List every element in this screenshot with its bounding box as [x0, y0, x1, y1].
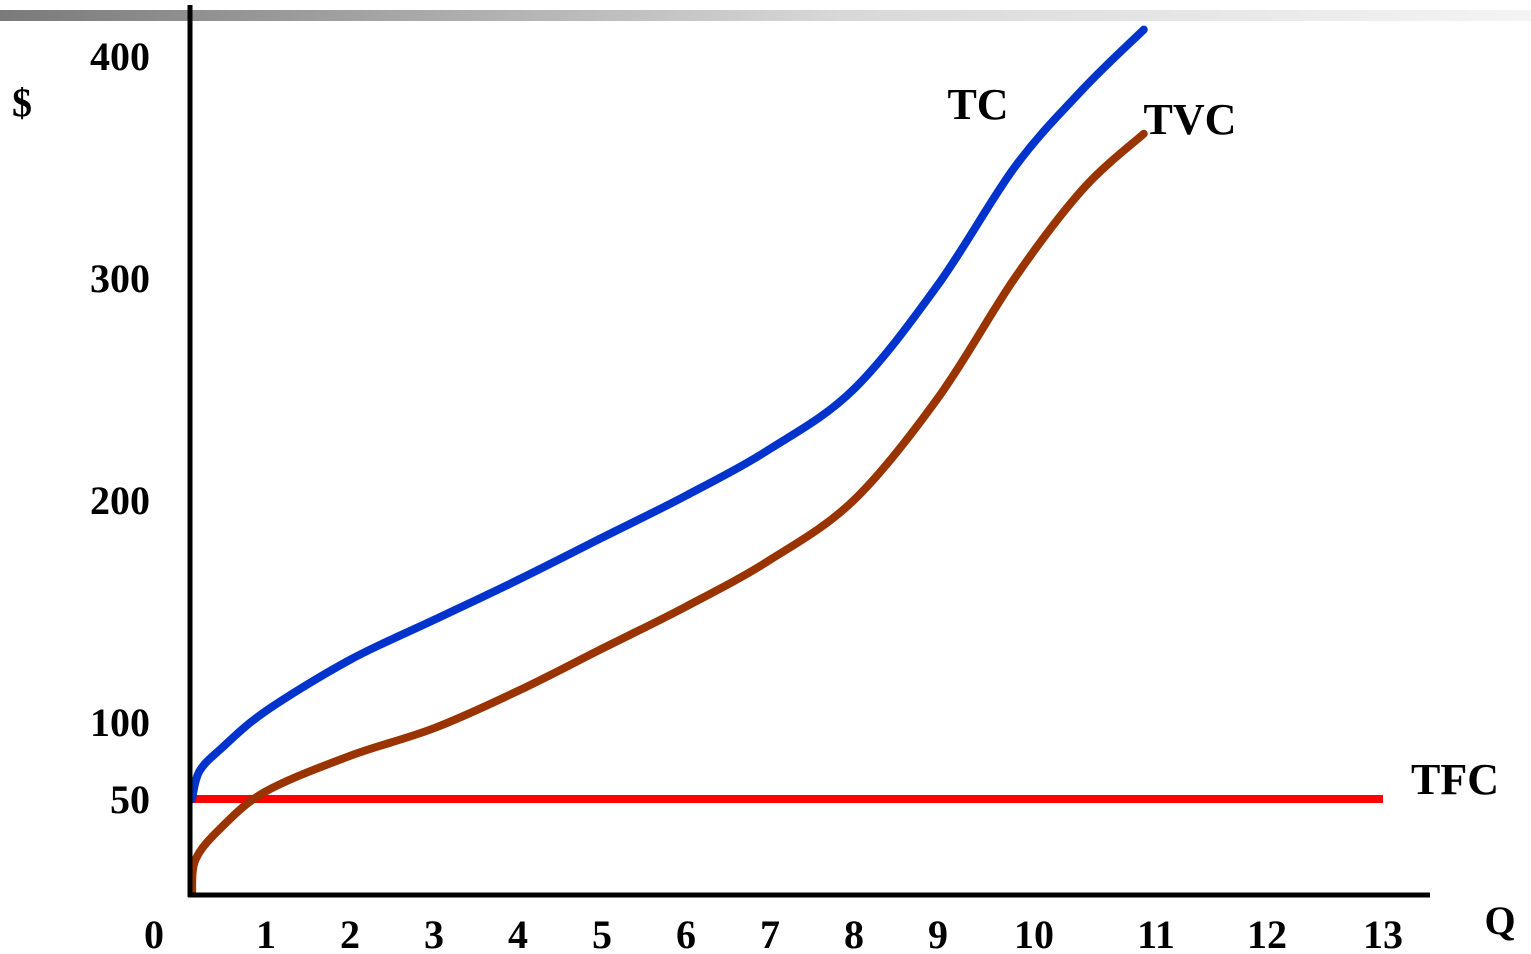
- tfc-series-label: TFC: [1411, 755, 1499, 804]
- x-tick-labels: 0 1 2 3 4 5 6 7 8 9 10 11 12 13: [144, 912, 1403, 954]
- tc-series-label: TC: [947, 80, 1008, 129]
- x-tick-label: 11: [1137, 912, 1175, 954]
- y-tick-label: 200: [90, 478, 150, 523]
- x-tick-label: 9: [928, 912, 948, 954]
- tvc-series-label: TVC: [1144, 95, 1237, 144]
- top-rule: [0, 10, 1531, 21]
- y-tick-label: 50: [110, 777, 150, 822]
- x-tick-label: 1: [256, 912, 276, 954]
- x-tick-label: 13: [1363, 912, 1403, 954]
- y-tick-labels: 400 300 200 100 50: [90, 34, 150, 822]
- tc-series-line: [188, 25, 1148, 803]
- x-tick-label: 2: [340, 912, 360, 954]
- x-tick-label: 7: [760, 912, 780, 954]
- x-tick-label: 6: [676, 912, 696, 954]
- x-tick-label: 4: [508, 912, 528, 954]
- tvc-series-line: [188, 129, 1148, 897]
- x-axis-label: Q: [1484, 898, 1515, 943]
- y-tick-label: 100: [90, 700, 150, 745]
- y-tick-label: 300: [90, 256, 150, 301]
- x-tick-label: 12: [1247, 912, 1287, 954]
- x-tick-label: 10: [1014, 912, 1054, 954]
- y-axis-label: $: [12, 80, 32, 125]
- x-tick-label: 3: [424, 912, 444, 954]
- y-tick-label: 400: [90, 34, 150, 79]
- x-tick-label: 8: [844, 912, 864, 954]
- x-tick-label: 0: [144, 912, 164, 954]
- series-layer: [188, 25, 1383, 897]
- x-tick-label: 5: [592, 912, 612, 954]
